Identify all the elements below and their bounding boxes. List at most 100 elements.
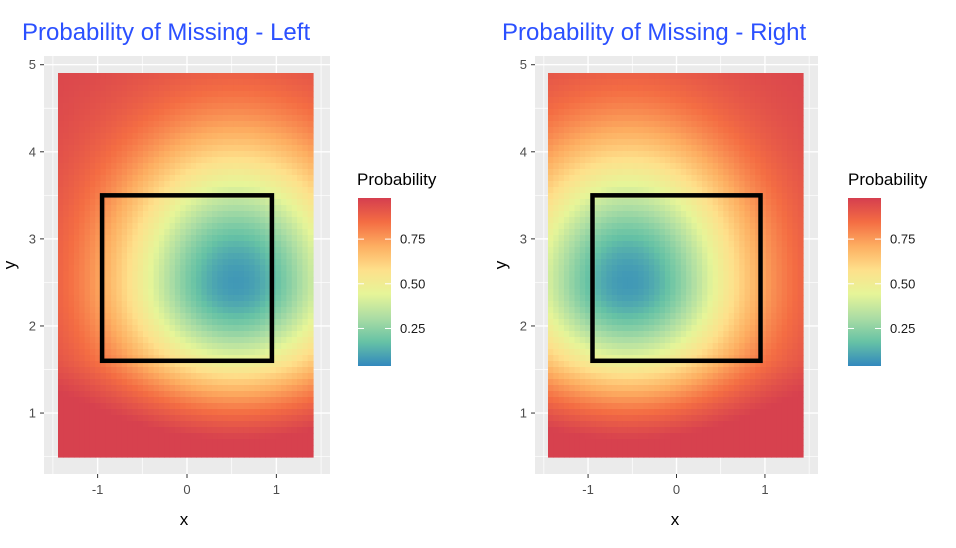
heatmap-cell bbox=[760, 211, 767, 218]
heatmap-cell bbox=[79, 187, 86, 194]
heatmap-cell bbox=[723, 169, 730, 176]
heatmap-cell bbox=[164, 229, 171, 236]
heatmap-cell bbox=[664, 127, 671, 134]
heatmap-cell bbox=[595, 163, 602, 170]
heatmap-cell bbox=[585, 97, 592, 104]
heatmap-cell bbox=[797, 151, 804, 158]
heatmap-cell bbox=[243, 337, 250, 344]
heatmap-cell bbox=[771, 277, 778, 284]
heatmap-cell bbox=[196, 379, 203, 386]
heatmap-cell bbox=[595, 223, 602, 230]
heatmap-cell bbox=[254, 367, 261, 374]
heatmap-cell bbox=[79, 181, 86, 188]
heatmap-cell bbox=[286, 355, 293, 362]
heatmap-cell bbox=[760, 85, 767, 92]
heatmap-cell bbox=[217, 229, 224, 236]
heatmap-cell bbox=[275, 139, 282, 146]
heatmap-cell bbox=[633, 181, 639, 188]
heatmap-cell bbox=[132, 295, 139, 302]
heatmap-cell bbox=[606, 103, 613, 110]
heatmap-cell bbox=[158, 409, 165, 416]
heatmap-cell bbox=[111, 187, 118, 194]
heatmap-cell bbox=[254, 247, 261, 254]
heatmap-cell bbox=[206, 361, 213, 368]
heatmap-cell bbox=[702, 73, 708, 80]
heatmap-cell bbox=[58, 319, 64, 326]
heatmap-cell bbox=[707, 175, 714, 182]
heatmap-cell bbox=[702, 199, 708, 206]
heatmap-cell bbox=[585, 175, 592, 182]
heatmap-cell bbox=[228, 343, 234, 350]
heatmap-cell bbox=[190, 331, 197, 338]
heatmap-cell bbox=[765, 139, 772, 146]
heatmap-cell bbox=[254, 439, 261, 446]
heatmap-cell bbox=[95, 271, 102, 278]
heatmap-cell bbox=[206, 331, 213, 338]
heatmap-cell bbox=[712, 181, 719, 188]
heatmap-cell bbox=[174, 295, 181, 302]
heatmap-cell bbox=[68, 439, 75, 446]
heatmap-cell bbox=[680, 253, 687, 260]
heatmap-cell bbox=[297, 391, 303, 398]
heatmap-cell bbox=[307, 217, 314, 224]
heatmap-cell bbox=[302, 349, 309, 356]
heatmap-cell bbox=[158, 307, 165, 314]
heatmap-cell bbox=[749, 211, 756, 218]
heatmap-cell bbox=[739, 253, 746, 260]
heatmap-cell bbox=[243, 169, 250, 176]
heatmap-cell bbox=[670, 157, 677, 164]
heatmap-cell bbox=[659, 79, 666, 86]
heatmap-cell bbox=[797, 157, 804, 164]
heatmap-cell bbox=[174, 439, 181, 446]
heatmap-cell bbox=[627, 151, 634, 158]
heatmap-cell bbox=[659, 277, 666, 284]
heatmap-cell bbox=[238, 133, 245, 140]
heatmap-cell bbox=[563, 259, 570, 266]
heatmap-cell bbox=[755, 79, 762, 86]
heatmap-cell bbox=[627, 109, 634, 116]
heatmap-cell bbox=[180, 217, 187, 224]
heatmap-cell bbox=[307, 169, 314, 176]
heatmap-cell bbox=[579, 259, 586, 266]
heatmap-cell bbox=[89, 307, 96, 314]
heatmap-cell bbox=[558, 253, 565, 260]
heatmap-cell bbox=[739, 169, 746, 176]
heatmap-cell bbox=[68, 211, 75, 218]
heatmap-cell bbox=[302, 361, 309, 368]
heatmap-cell bbox=[781, 115, 788, 122]
heatmap-cell bbox=[606, 277, 613, 284]
heatmap-cell bbox=[217, 259, 224, 266]
heatmap-cell bbox=[196, 277, 203, 284]
heatmap-cell bbox=[212, 271, 218, 278]
heatmap-cell bbox=[654, 79, 661, 86]
heatmap-cell bbox=[275, 289, 282, 296]
heatmap-cell bbox=[275, 223, 282, 230]
heatmap-cell bbox=[723, 187, 730, 194]
heatmap-cell bbox=[579, 283, 586, 290]
heatmap-cell bbox=[185, 439, 192, 446]
heatmap-cell bbox=[95, 211, 102, 218]
heatmap-cell bbox=[686, 151, 693, 158]
heatmap-cell bbox=[307, 211, 314, 218]
heatmap-cell bbox=[238, 169, 245, 176]
heatmap-cell bbox=[601, 301, 608, 308]
heatmap-cell bbox=[297, 307, 303, 314]
heatmap-cell bbox=[638, 115, 645, 122]
heatmap-cell bbox=[291, 139, 298, 146]
heatmap-cell bbox=[206, 91, 213, 98]
heatmap-cell bbox=[185, 433, 192, 440]
heatmap-cell bbox=[79, 199, 86, 206]
heatmap-cell bbox=[185, 127, 192, 134]
heatmap-cell bbox=[111, 103, 118, 110]
heatmap-cell bbox=[787, 79, 793, 86]
heatmap-cell bbox=[84, 451, 91, 458]
heatmap-cell bbox=[664, 91, 671, 98]
heatmap-cell bbox=[579, 97, 586, 104]
heatmap-cell bbox=[579, 139, 586, 146]
heatmap-cell bbox=[243, 217, 250, 224]
heatmap-cell bbox=[217, 151, 224, 158]
heatmap-cell bbox=[127, 439, 133, 446]
heatmap-cell bbox=[291, 289, 298, 296]
heatmap-cell bbox=[259, 145, 266, 152]
heatmap-cell bbox=[275, 397, 282, 404]
